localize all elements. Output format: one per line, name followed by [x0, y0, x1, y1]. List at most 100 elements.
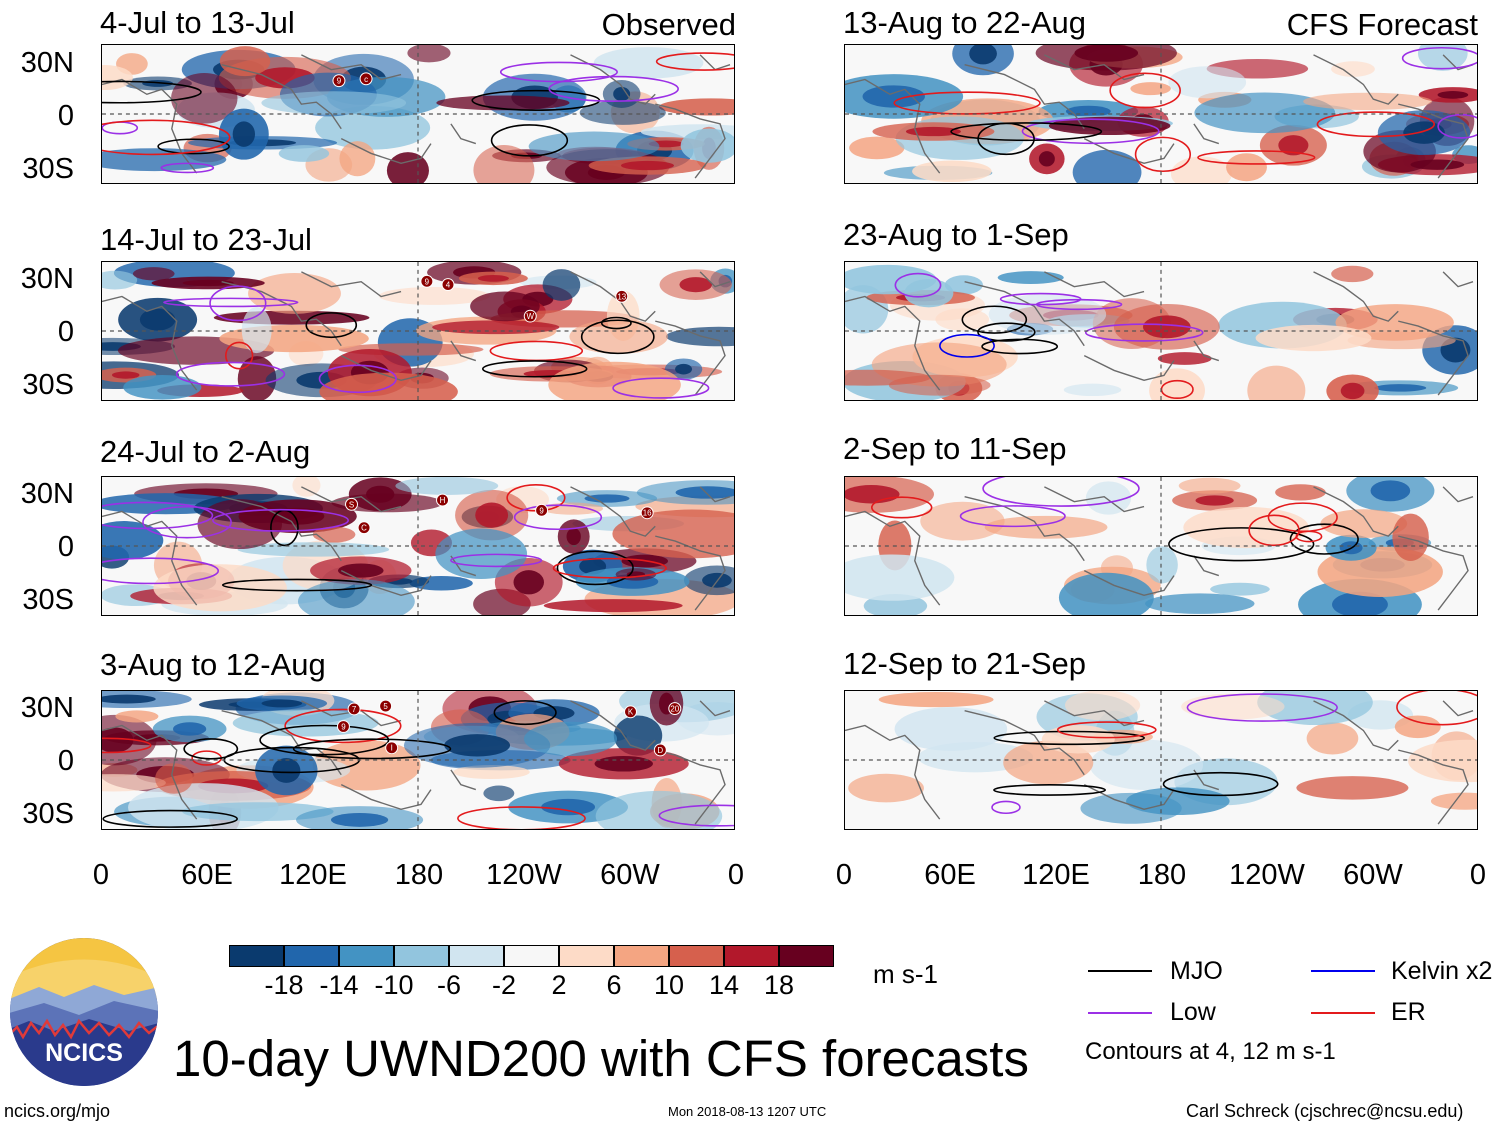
lon-label-0: 0: [727, 859, 745, 891]
storm-marker: 9: [336, 720, 350, 733]
storm-marker: 5: [379, 699, 393, 713]
map-canvas: c9: [102, 45, 734, 183]
storm-marker: c: [359, 72, 373, 86]
legend-label-low: Low: [1170, 998, 1216, 1026]
storm-marker: C: [357, 521, 371, 535]
storm-marker-label: C: [361, 524, 367, 533]
storm-marker: 20: [668, 702, 682, 715]
colorbar-tick-label: -10: [374, 970, 414, 1000]
colorbar-swatch: [339, 945, 394, 967]
colorbar-tick-label: 18: [763, 970, 795, 1000]
colorbar-tick-label: 6: [606, 970, 622, 1000]
lon-label-0: 0: [1469, 859, 1487, 891]
storm-marker: D: [653, 743, 667, 757]
panel-title-obs-4: 3-Aug to 12-Aug: [100, 647, 326, 682]
storm-marker: S: [345, 497, 358, 511]
storm-marker-label: 20: [670, 705, 679, 714]
legend-line-er: [1311, 1012, 1375, 1014]
panel-title-fcst-3: 2-Sep to 11-Sep: [843, 431, 1067, 466]
lat-label-eq: 0: [57, 745, 74, 777]
map-canvas: [845, 477, 1477, 615]
storm-marker: K: [624, 705, 638, 719]
panel-title-fcst-1: 13-Aug to 22-Aug: [843, 5, 1087, 40]
map-panel-observed-2: 13 4 9 W: [101, 261, 735, 401]
lon-label-0: 0: [835, 859, 853, 891]
storm-marker-label: D: [657, 746, 663, 755]
lat-label-30s: 30S: [22, 153, 74, 185]
logo-text: NCICS: [45, 1039, 123, 1067]
lat-label-30n: 30N: [20, 478, 74, 510]
storm-marker-label: 9: [337, 77, 342, 86]
legend-label-kelvin: Kelvin x2: [1391, 957, 1493, 985]
storm-marker: W: [523, 309, 537, 323]
lon-label-120e: 120E: [1022, 859, 1090, 891]
storm-marker: 9: [535, 503, 549, 517]
lat-label-30s: 30S: [22, 798, 74, 830]
storm-marker-label: 4: [446, 281, 451, 290]
legend-line-low: [1088, 1012, 1152, 1014]
lon-label-120e: 120E: [279, 859, 347, 891]
lat-label-30n: 30N: [20, 263, 74, 295]
storm-marker-label: 13: [617, 292, 626, 301]
colorbar-tick-label: 10: [653, 970, 685, 1000]
colorbar-swatch: [724, 945, 779, 967]
storm-marker-label: 16: [643, 509, 652, 518]
storm-marker: I: [385, 741, 399, 755]
storm-marker: 7: [347, 702, 361, 716]
panel-title-obs-2: 14-Jul to 23-Jul: [100, 222, 312, 257]
panel-title-fcst-2: 23-Aug to 1-Sep: [843, 217, 1069, 252]
map-canvas: [845, 45, 1477, 183]
lat-label-eq: 0: [57, 100, 74, 132]
map-panel-observed-4: 20 7 5 K 9 I D: [101, 690, 735, 830]
colorbar-swatch: [229, 945, 284, 967]
lat-label-30s: 30S: [22, 369, 74, 401]
storm-marker-label: H: [440, 496, 446, 505]
panel-title-obs-1: 4-Jul to 13-Jul: [100, 5, 295, 40]
lon-label-180: 180: [1137, 859, 1187, 891]
footer-credit: Carl Schreck (cjschrec@ncsu.edu): [1186, 1101, 1464, 1121]
colorbar-swatch: [669, 945, 724, 967]
map-canvas: 20 7 5 K 9 I D: [102, 691, 734, 829]
map-panel-forecast-4: [844, 690, 1478, 830]
map-canvas: 16 S 9 C H: [102, 477, 734, 615]
storm-marker-label: K: [628, 708, 634, 717]
lat-label-30n: 30N: [20, 692, 74, 724]
lon-label-60e: 60E: [181, 859, 233, 891]
storm-marker-label: 9: [425, 277, 430, 286]
storm-marker: 13: [615, 289, 629, 303]
storm-marker: 4: [441, 278, 455, 291]
colorbar-tick-label: 14: [708, 970, 740, 1000]
colorbar-swatch: [779, 945, 834, 967]
map-panel-observed-3: 16 S 9 C H: [101, 476, 735, 616]
legend-line-kelvin: [1311, 970, 1375, 972]
colorbar-tick-label: 2: [551, 970, 567, 1000]
storm-marker-label: 9: [341, 722, 346, 731]
storm-marker-label: W: [526, 312, 534, 321]
legend-label-er: ER: [1391, 998, 1426, 1026]
lon-label-120w: 120W: [486, 859, 562, 891]
colorbar-swatch: [614, 945, 669, 967]
storm-marker: H: [436, 493, 450, 507]
panel-title-obs-3: 24-Jul to 2-Aug: [100, 434, 311, 469]
colorbar-tick-label: -2: [491, 970, 517, 1000]
contour-note: Contours at 4, 12 m s-1: [1085, 1038, 1336, 1065]
colorbar-swatch: [504, 945, 559, 967]
storm-marker-label: 5: [383, 702, 388, 711]
lon-label-60w: 60W: [1343, 859, 1403, 891]
lat-label-30s: 30S: [22, 584, 74, 616]
storm-marker-label: c: [364, 75, 368, 84]
legend-line-mjo: [1088, 970, 1152, 972]
footer-timestamp: Mon 2018-08-13 1207 UTC: [668, 1104, 827, 1119]
storm-marker-label: 7: [352, 705, 356, 714]
storm-marker-label: I: [391, 744, 393, 753]
colorbar-tick-label: -14: [319, 970, 359, 1000]
map-panel-forecast-1: [844, 44, 1478, 184]
lat-label-eq: 0: [57, 316, 74, 348]
footer-url: ncics.org/mjo: [4, 1101, 111, 1121]
colorbar-swatch: [559, 945, 614, 967]
lat-label-30n: 30N: [20, 47, 74, 79]
lon-label-0: 0: [92, 859, 110, 891]
ncics-logo: NCICS: [9, 937, 159, 1087]
panel-title-fcst-4: 12-Sep to 21-Sep: [843, 646, 1087, 681]
